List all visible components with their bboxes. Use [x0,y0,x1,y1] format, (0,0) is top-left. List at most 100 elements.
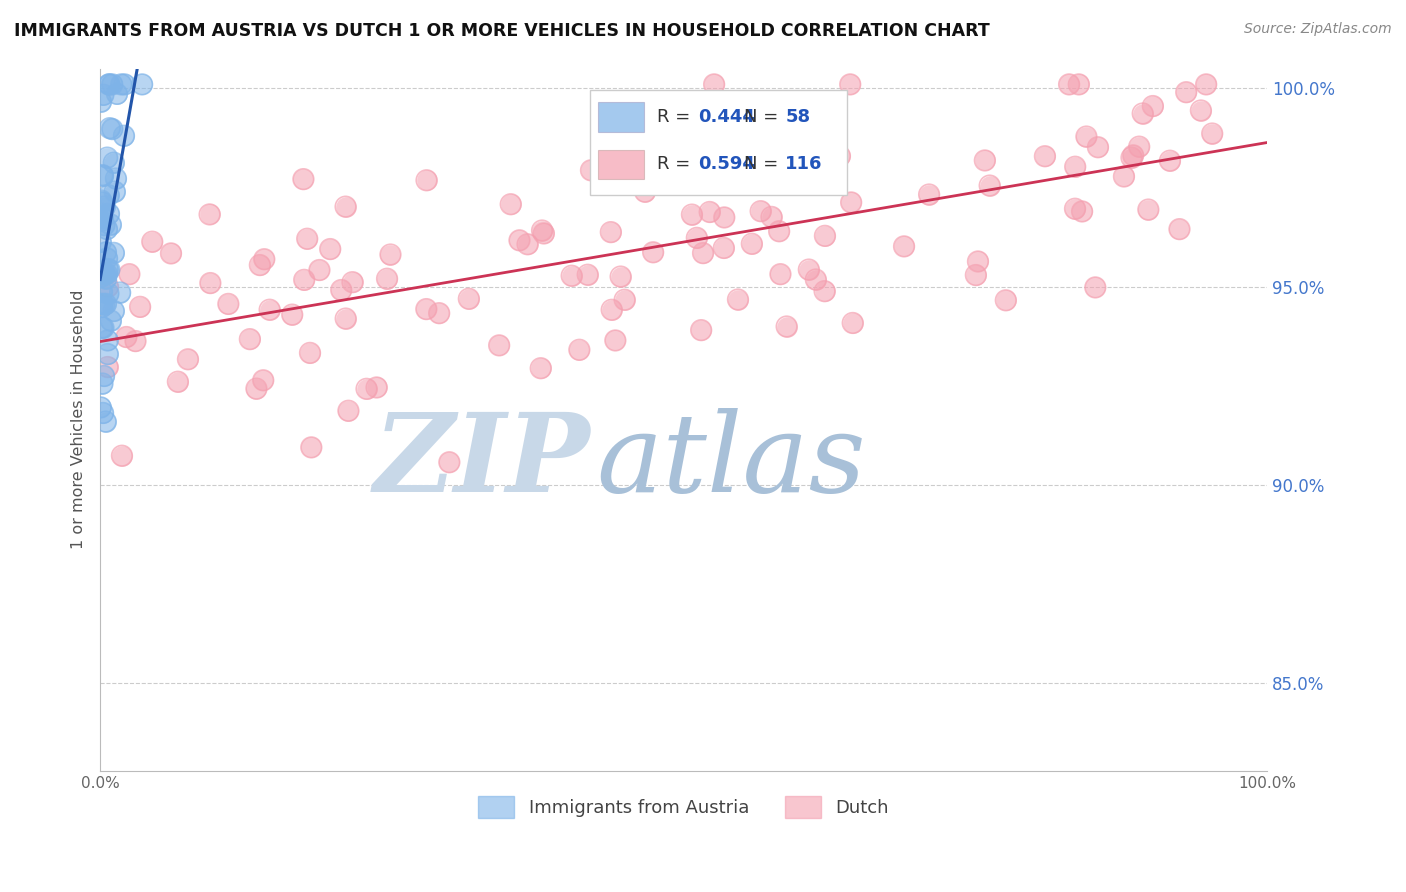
Point [129,300,152,314]
Point [1122,148,1144,162]
Point [1064,160,1087,174]
Legend: Immigrants from Austria, Dutch: Immigrants from Austria, Dutch [471,789,896,825]
Point [749,204,772,219]
Point [967,254,990,268]
Point [605,334,627,348]
Point [90,269,112,284]
Point [91,168,114,182]
Point [98,121,121,136]
Point [918,187,941,202]
Point [97,188,120,202]
Point [508,233,530,247]
Point [330,283,353,297]
Point [811,175,834,189]
Point [104,185,127,199]
Point [98,78,121,92]
Point [90,95,112,109]
Point [499,197,522,211]
Point [114,78,136,92]
Point [761,210,783,224]
Point [292,273,315,287]
Point [918,187,941,202]
Point [613,293,636,307]
Point [699,205,721,219]
Point [100,313,122,327]
Point [91,195,114,210]
Point [1142,99,1164,113]
Point [97,279,120,293]
Point [295,232,318,246]
Point [415,302,437,317]
Point [103,304,125,318]
Point [90,194,112,208]
Point [103,246,125,260]
Point [1168,222,1191,236]
Point [516,237,538,252]
Point [90,214,112,228]
Point [749,204,772,219]
Point [177,352,200,367]
Point [253,252,276,267]
Point [599,225,621,239]
Point [342,275,364,289]
Point [98,78,121,92]
Point [298,346,321,360]
Point [108,285,131,300]
Point [1064,202,1087,216]
Point [93,320,115,334]
Point [655,145,678,159]
Point [1159,153,1181,168]
Point [90,401,112,415]
Point [98,262,121,277]
Point [690,323,713,337]
Point [655,145,678,159]
Point [97,286,120,301]
Point [366,380,388,394]
Point [782,109,804,123]
Point [98,262,121,277]
Point [91,168,114,182]
Point [91,211,114,225]
Point [91,285,114,299]
Point [1137,202,1160,217]
Point [775,319,797,334]
Point [97,347,120,361]
Point [200,276,222,290]
Point [804,272,827,286]
Point [308,263,330,277]
Point [516,237,538,252]
Point [782,109,804,123]
Point [1142,99,1164,113]
Point [90,194,112,208]
Point [118,267,141,281]
Point [93,368,115,383]
Point [657,136,679,151]
Point [1112,169,1135,184]
Point [198,207,221,221]
Point [97,188,120,202]
Point [375,272,398,286]
Point [112,128,135,143]
Point [110,78,132,92]
Point [96,252,118,266]
Point [245,382,267,396]
Point [91,211,114,225]
Point [93,267,115,281]
Point [103,155,125,169]
Point [118,267,141,281]
Point [94,297,117,311]
Point [249,258,271,272]
Point [91,169,114,183]
Point [973,153,995,168]
Point [1067,78,1090,92]
Point [94,267,117,281]
Point [115,330,138,344]
Point [259,302,281,317]
Point [1087,140,1109,154]
Point [105,87,128,101]
Point [768,224,790,238]
Point [713,211,735,225]
Point [94,297,117,311]
Point [561,268,583,283]
Point [741,236,763,251]
